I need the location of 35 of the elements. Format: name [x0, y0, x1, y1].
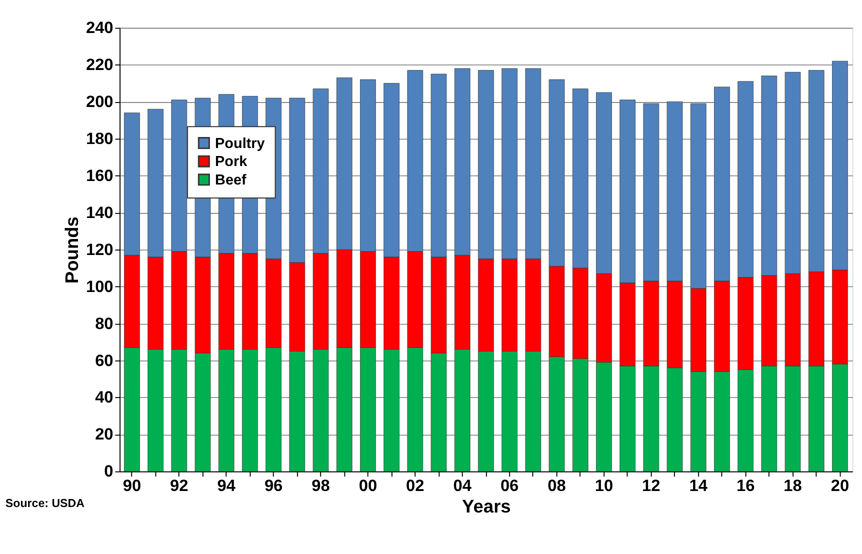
y-tick-label: 0 — [104, 462, 114, 481]
x-tick-label: 06 — [500, 477, 519, 496]
x-tick-label: 08 — [548, 477, 566, 496]
y-tick-label: 40 — [95, 388, 114, 407]
x-tick-label: 98 — [312, 477, 330, 496]
legend-label: Beef — [215, 172, 247, 188]
y-tick-label: 80 — [95, 314, 114, 333]
y-tick-label: 220 — [86, 56, 114, 74]
x-tick-label: 90 — [122, 477, 142, 496]
x-tick-label: 16 — [736, 477, 755, 496]
x-tick-label: 00 — [358, 477, 378, 496]
x-tick-label: 20 — [830, 477, 850, 496]
x-tick-label: 12 — [642, 477, 660, 496]
y-tick-label: 100 — [86, 278, 114, 296]
y-tick-label: 200 — [86, 93, 114, 112]
x-tick-label: 04 — [453, 477, 472, 496]
source-note: Source: USDA — [5, 498, 86, 510]
y-tick-label: 20 — [95, 426, 114, 444]
y-axis-title: Pounds — [61, 216, 82, 284]
y-tick-label: 60 — [95, 352, 114, 370]
legend-label: Poultry — [215, 136, 265, 152]
y-tick-label: 240 — [86, 19, 114, 38]
y-tick-label: 140 — [86, 204, 114, 222]
y-tick-label: 180 — [86, 130, 114, 148]
x-tick-label: 94 — [217, 477, 236, 496]
y-tick-label: 160 — [86, 166, 114, 185]
x-tick-label: 14 — [689, 477, 708, 496]
x-tick-label: 92 — [170, 477, 188, 496]
x-axis-title: Years — [462, 495, 511, 516]
x-tick-label: 10 — [594, 477, 614, 496]
y-tick-label: 120 — [86, 240, 114, 259]
x-tick-label: 02 — [406, 477, 424, 496]
x-tick-label: 18 — [784, 477, 802, 496]
legend-label: Pork — [215, 154, 248, 170]
x-tick-label: 96 — [264, 477, 283, 496]
